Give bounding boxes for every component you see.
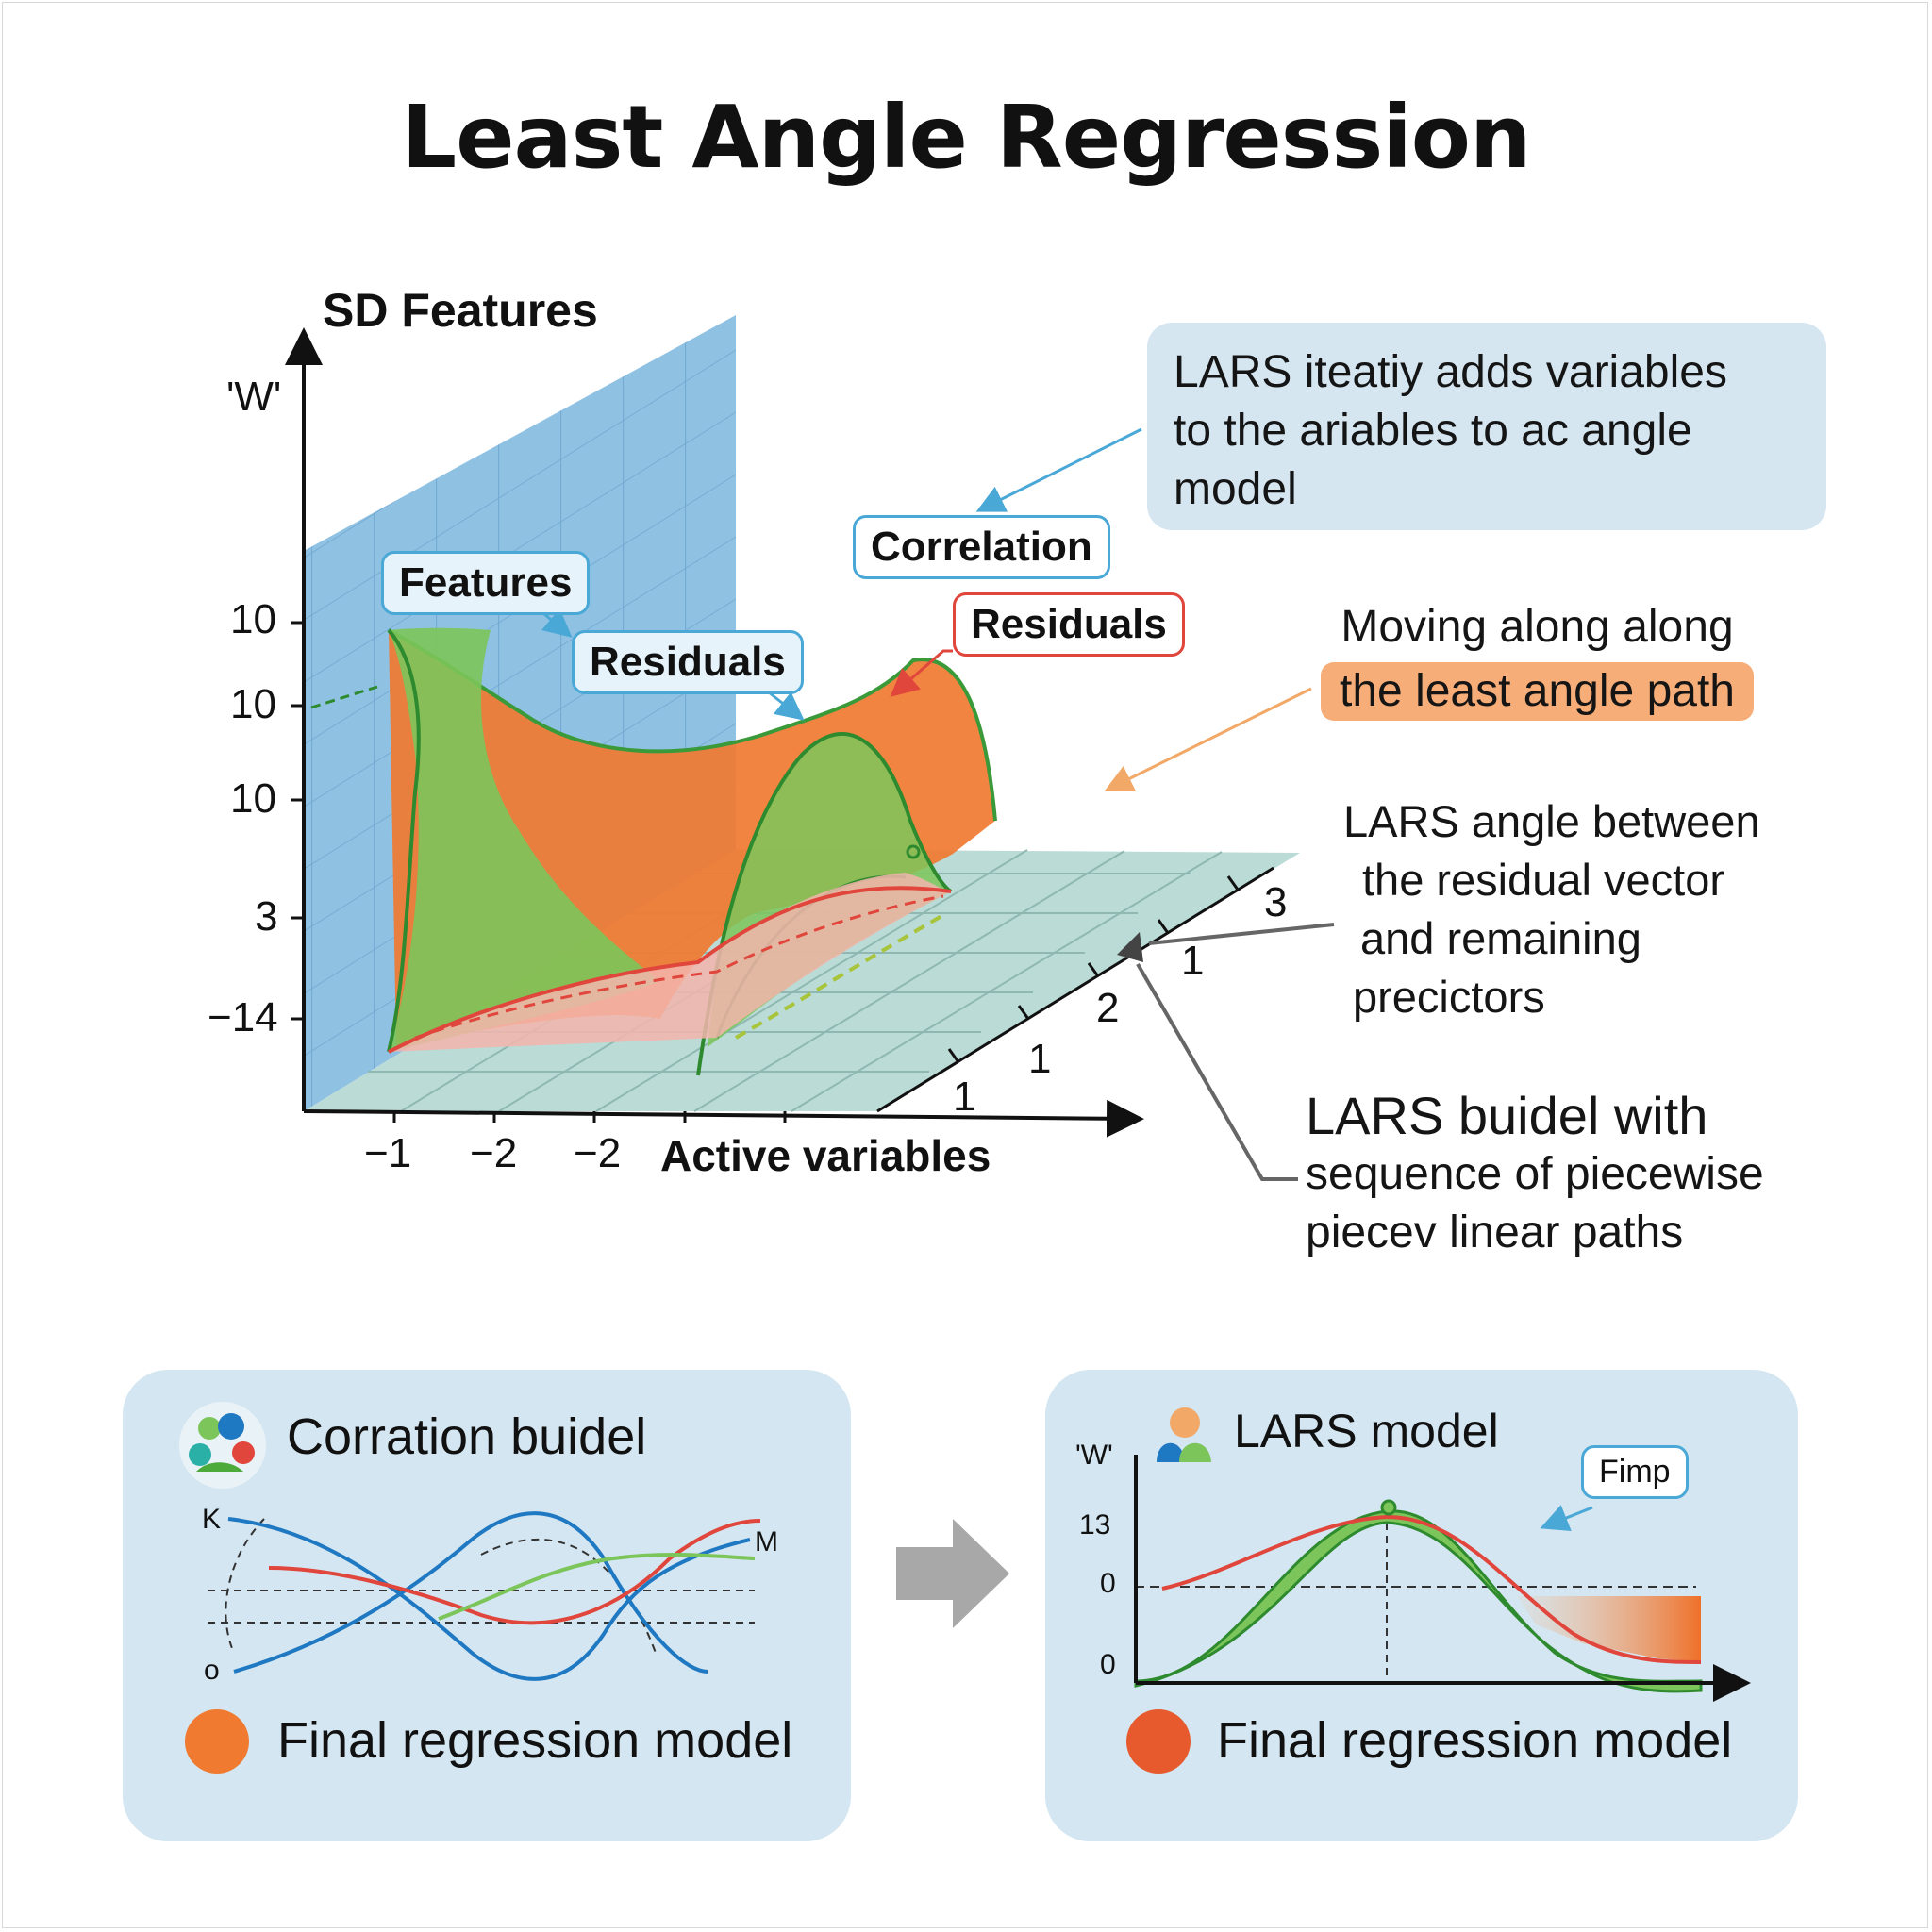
green-surface-outline (387, 628, 421, 1053)
person-icon (1157, 1407, 1211, 1462)
residuals-red-tag: Residuals (953, 592, 1185, 657)
lars-y-tick-13: 13 (1079, 1509, 1111, 1541)
depth-tick-2: 1 (1181, 938, 1205, 984)
y-tick-2: 10 (230, 681, 276, 727)
x-tick-marks (392, 1111, 787, 1123)
note3-pointer (1148, 923, 1335, 945)
x-tick-2: −2 (470, 1130, 518, 1176)
note-least-angle-path: Moving along along the least angle path (1321, 598, 1754, 721)
page-title: Least Angle Regression (401, 87, 1532, 188)
curve-label-k: K (202, 1504, 222, 1535)
correlation-tag: Correlation (853, 515, 1110, 579)
orange-surface-edge (388, 628, 997, 822)
curve-label-m: M (755, 1526, 778, 1557)
correlation-panel: Corration buidel K o M Final regression … (123, 1370, 851, 1841)
note3-line3: and remaining (1360, 913, 1641, 963)
red-dashed-path (414, 894, 944, 1040)
correlation-panel-title: Corration buidel (287, 1408, 647, 1465)
note-lars-adds-variables: LARS iteatiy adds variables to the ariab… (1147, 323, 1826, 530)
lars-y-tick-0b: 0 (1100, 1649, 1116, 1680)
note2-arrow (1104, 687, 1312, 791)
note4-line2: sequence of piecewise (1306, 1149, 1764, 1199)
note1-line2: to the ariables to ac angle (1174, 406, 1692, 456)
green-dashed-path (310, 685, 378, 709)
depth-tick-marks (947, 875, 1240, 1063)
correlation-curves (179, 1402, 761, 1774)
y-tick-3: 10 (230, 775, 276, 822)
green-arch-edge (696, 732, 953, 1076)
red-residual-region (389, 873, 951, 1052)
y-tick-marks (291, 621, 304, 1021)
y-tick-5: −14 (208, 994, 278, 1041)
note4-line3: piecev linear paths (1306, 1208, 1684, 1257)
note4-line1: LARS buidel with (1306, 1086, 1708, 1145)
lars-y-tick-0a: 0 (1100, 1568, 1116, 1599)
depth-tick-1: 3 (1264, 879, 1288, 925)
depth-tick-3: 2 (1096, 985, 1120, 1031)
y-axis-title: SD Features (323, 284, 598, 337)
depth-tick-4: 1 (1028, 1036, 1052, 1082)
x-axis-title: Active variables (660, 1131, 991, 1180)
y-axis-label: 'W' (226, 374, 282, 420)
note1-arrow (975, 427, 1142, 512)
depth-axis (876, 866, 1274, 1113)
x-axis (303, 1099, 1144, 1138)
yellow-dashed-path (735, 913, 944, 1040)
lars-model-panel-title: LARS model (1234, 1405, 1499, 1457)
note2-highlight: the least angle path (1321, 662, 1754, 721)
residuals-tag: Residuals (572, 630, 804, 694)
y-tick-4: 3 (255, 893, 278, 940)
lars-model-panel: LARS model 'W' 13 0 0 Fimp Final regress… (1045, 1370, 1798, 1841)
people-cluster-icon (179, 1402, 266, 1489)
green-feature-surface (389, 627, 660, 1052)
note4-pointer (1136, 962, 1298, 1181)
correlation-panel-footer: Final regression model (277, 1712, 793, 1769)
residuals-red-arrow (890, 649, 953, 697)
x-tick-3: −2 (574, 1130, 622, 1176)
note-angle-between: LARS angle between the residual vector a… (1343, 792, 1760, 1026)
features-tag: Features (381, 551, 591, 615)
floor-plane (304, 849, 1300, 1111)
fimp-callout: Fimp (1581, 1445, 1689, 1499)
note3-line2: the residual vector (1362, 855, 1725, 905)
note2-line1: Moving along along (1341, 602, 1734, 652)
note3-pointer-head (1117, 932, 1143, 962)
red-path-line (388, 886, 952, 1054)
note1-line3: model (1174, 464, 1297, 514)
lars-model-chart (1126, 1407, 1751, 1774)
marker-point (906, 844, 921, 859)
note1-line1: LARS iteatiy adds variables (1174, 347, 1727, 397)
lars-model-panel-footer: Final regression model (1217, 1712, 1733, 1769)
between-panels-arrow (896, 1519, 1009, 1628)
note3-line4: precictors (1353, 972, 1545, 1022)
y-tick-1: 10 (230, 596, 276, 642)
note3-line1: LARS angle between (1343, 796, 1760, 846)
depth-tick-5: 1 (953, 1074, 976, 1120)
curve-label-o: o (204, 1655, 220, 1686)
lars-y-label: 'W' (1075, 1440, 1113, 1471)
x-tick-1: −1 (364, 1130, 412, 1176)
note-piecewise-paths: LARS buidel with sequence of piecewise p… (1306, 1087, 1764, 1262)
